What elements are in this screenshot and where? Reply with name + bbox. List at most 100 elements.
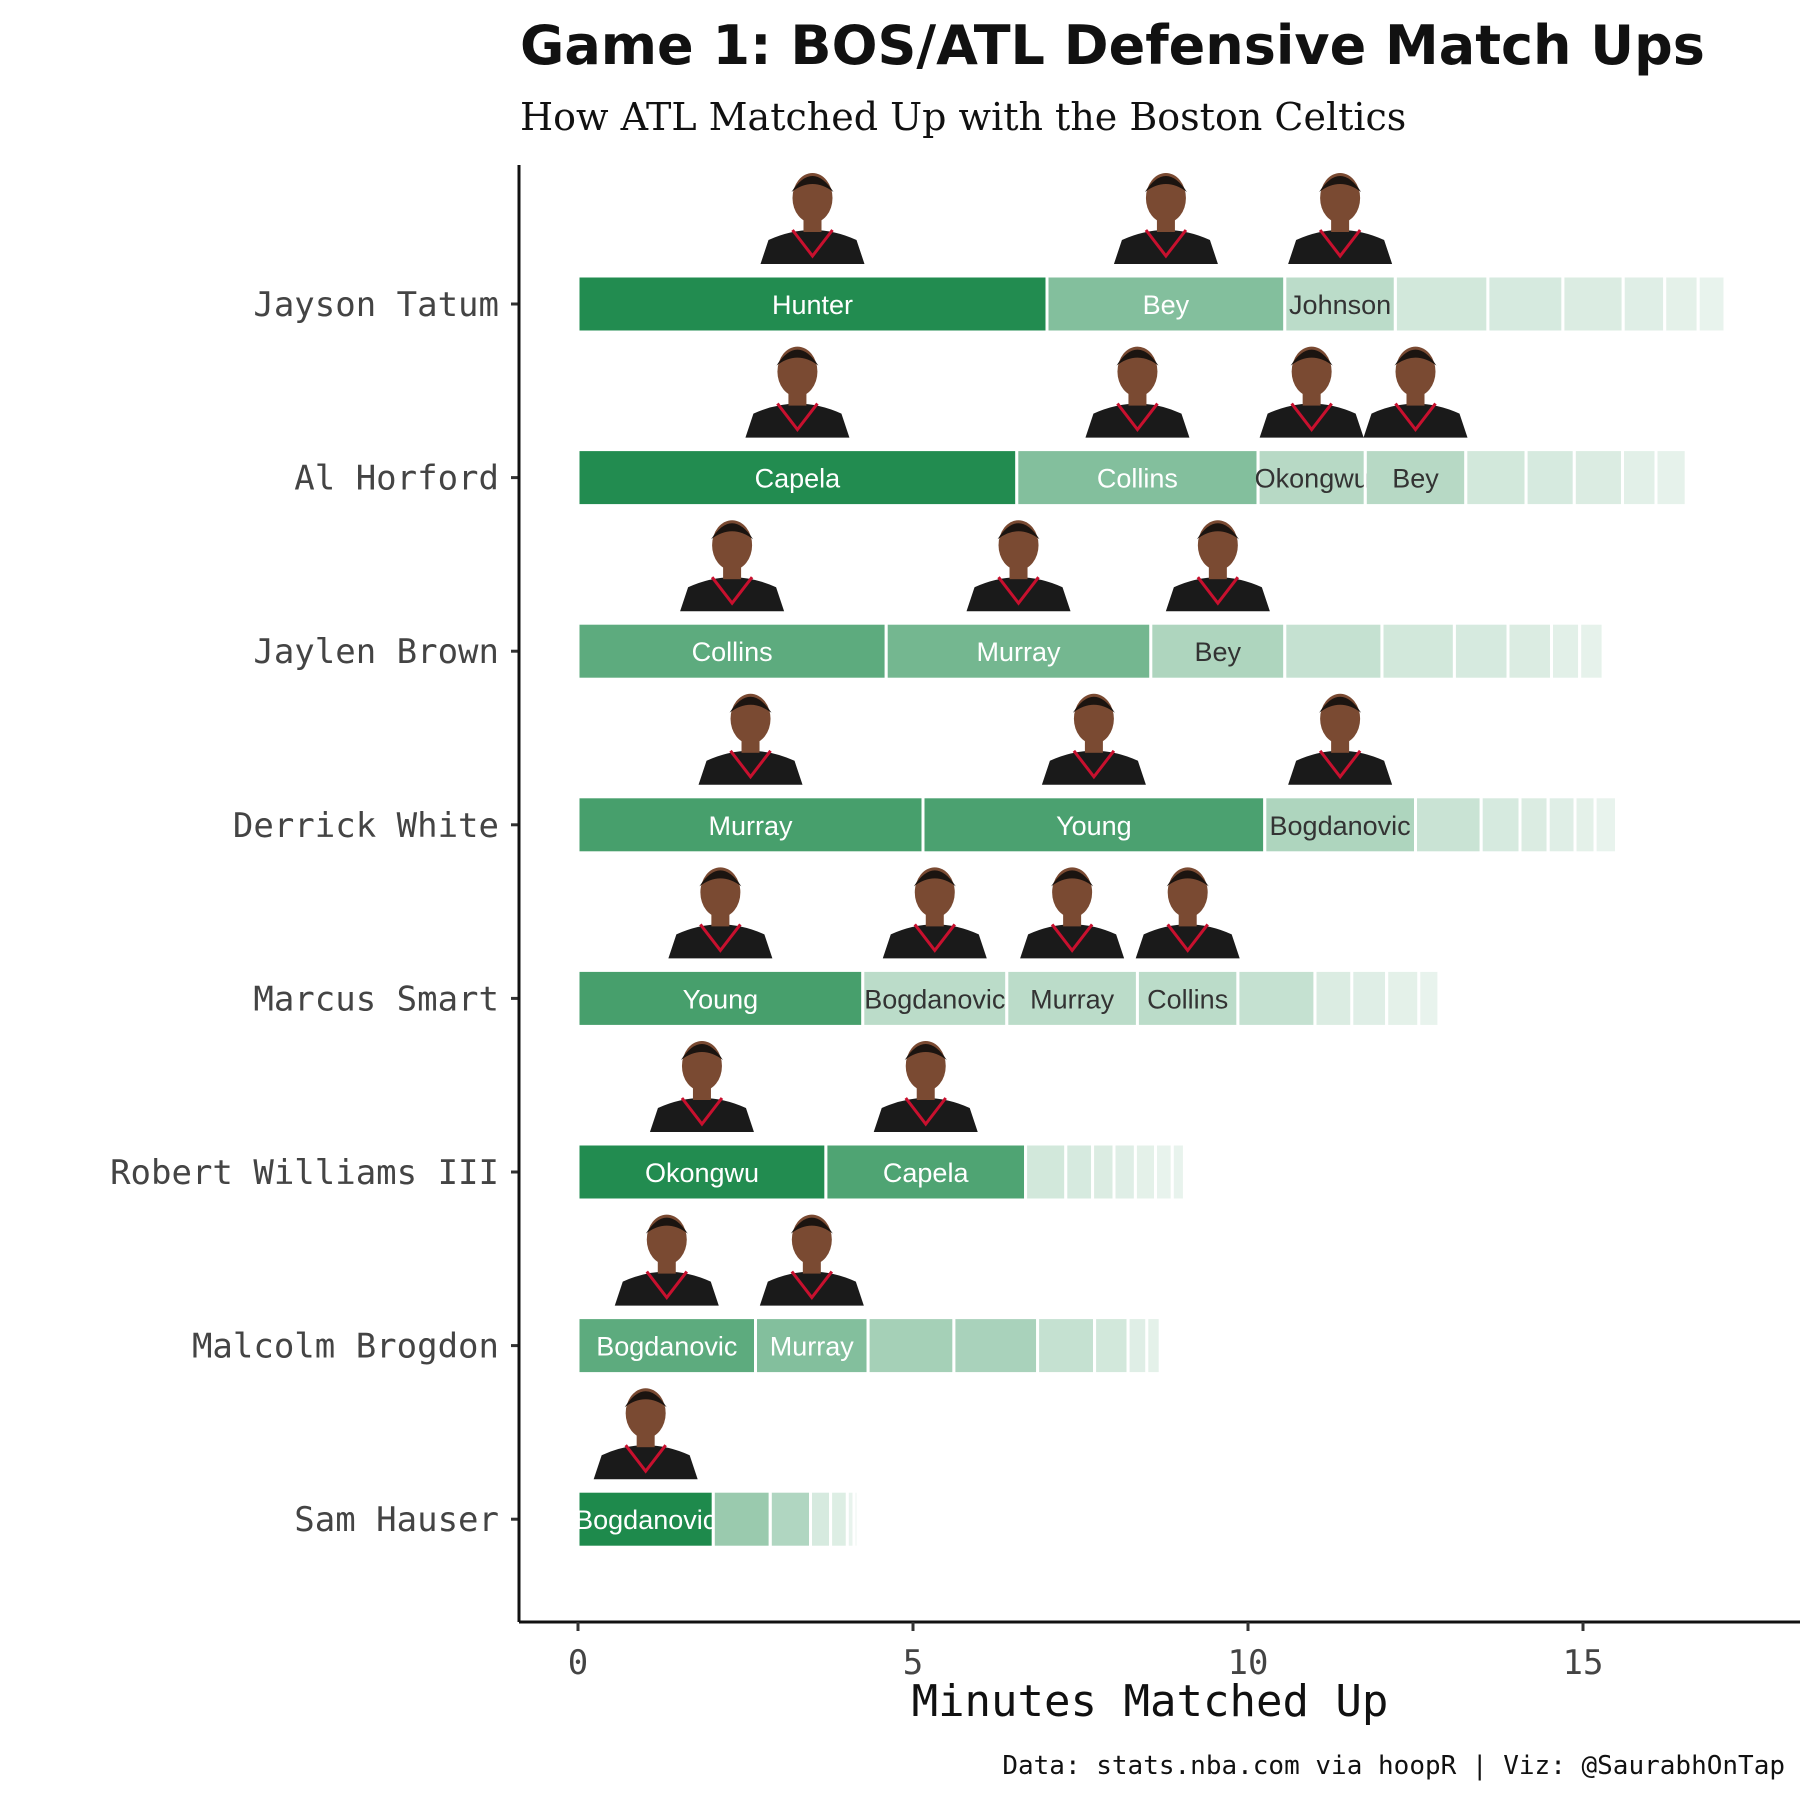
bar-segment-jaylen-brown-murray (884, 621, 1153, 681)
headshot-jayson-tatum-hunter (760, 173, 865, 264)
jersey-shape (873, 1098, 978, 1132)
segment-label-al-horford-capela: Capela (755, 464, 842, 494)
jersey-shape (614, 1271, 719, 1306)
jersey-shape (1363, 403, 1468, 438)
hair-shape (645, 1217, 688, 1234)
jersey-trim-shape (791, 229, 834, 259)
jersey-shape (1135, 924, 1240, 959)
y-label-malcolm-brogdon: Malcolm Brogdon (192, 1327, 499, 1367)
jersey-shape (1020, 924, 1125, 959)
jersey-trim-shape (1318, 229, 1362, 259)
bar-segment-marcus-smart-other-8 (1417, 968, 1441, 1028)
segment-label-malcolm-brogdon-murray: Murray (770, 1332, 855, 1362)
jersey-shape (698, 750, 803, 785)
hair-shape (729, 696, 772, 713)
headshot-marcus-smart-murray (1020, 867, 1125, 959)
headshot-jaylen-brown-collins (680, 520, 785, 612)
headshot-al-horford-bey (1363, 346, 1468, 438)
bar-row-jayson-tatum: Hunter Bey Johnson (576, 274, 1727, 334)
hair-shape (1051, 870, 1094, 887)
bar-segment-robert-williams-iii-other-3 (1064, 1142, 1095, 1202)
jersey-shape (649, 1098, 754, 1132)
jersey-trim-shape (680, 1097, 724, 1127)
jersey-shape (593, 1445, 698, 1480)
jersey-shape (1288, 750, 1393, 785)
bar-row-al-horford: Capela Collins Okongwu Bey (576, 448, 1688, 508)
segment-label-marcus-smart-young: Young (683, 984, 759, 1014)
bar-segment-al-horford-other-7 (1621, 448, 1658, 508)
chart-title: Game 1: BOS/ATL Defensive Match Ups (520, 14, 1705, 77)
segment-label-derrick-white-bogdanovic: Bogdanovic (1270, 811, 1411, 841)
jersey-trim-shape (997, 576, 1040, 606)
jersey-shape (1113, 230, 1218, 264)
hair-shape (1196, 523, 1239, 540)
hair-shape (1072, 696, 1115, 713)
bar-segment-malcolm-brogdon-other-2 (866, 1316, 956, 1376)
y-label-al-horford: Al Horford (294, 459, 499, 499)
bar-row-jaylen-brown: Collins Murray Bey (576, 621, 1605, 681)
hair-shape (997, 523, 1040, 540)
bar-segment-sam-hauser-other-1 (711, 1489, 772, 1549)
bar-segment-jayson-tatum-other-7 (1663, 274, 1700, 334)
bar-segment-sam-hauser-other-3 (809, 1489, 833, 1549)
bar-segment-marcus-smart-other-6 (1350, 968, 1389, 1028)
bar-segment-marcus-smart-other-7 (1385, 968, 1421, 1028)
y-label-robert-williams-iii: Robert Williams III (110, 1153, 499, 1193)
headshot-al-horford-collins (1085, 346, 1190, 438)
jersey-trim-shape (790, 1270, 834, 1301)
y-label-jayson-tatum: Jayson Tatum (253, 285, 499, 325)
jersey-shape (760, 230, 865, 264)
bar-row-robert-williams-iii: Okongwu Capela (576, 1142, 1186, 1202)
x-tick-label-0: 0 (568, 1643, 588, 1683)
headshot-derrick-white-young (1041, 693, 1146, 785)
headshot-al-horford-okongwu (1259, 346, 1364, 438)
hair-shape (790, 1217, 833, 1234)
photos-layer (593, 173, 1468, 1480)
segment-label-jaylen-brown-bey: Bey (1195, 637, 1242, 667)
headshot-marcus-smart-bogdanovic (882, 867, 987, 959)
y-label-derrick-white: Derrick White (233, 806, 499, 846)
bar-segment-jayson-tatum-johnson (1283, 274, 1397, 334)
jersey-shape (1259, 403, 1364, 438)
hair-shape (680, 1044, 723, 1060)
jersey-trim-shape (1318, 749, 1362, 780)
jersey-shape (882, 924, 987, 959)
segment-label-jayson-tatum-bey: Bey (1143, 290, 1190, 320)
bar-segment-malcolm-brogdon-murray (754, 1316, 870, 1376)
jersey-trim-shape (913, 923, 956, 953)
headshot-jayson-tatum-bey (1113, 173, 1218, 264)
headshot-malcolm-brogdon-bogdanovic (614, 1214, 719, 1306)
bar-segment-al-horford-other-8 (1654, 448, 1688, 508)
bar-segment-jayson-tatum-hunter (576, 274, 1049, 334)
bar-segment-al-horford-bey (1363, 448, 1468, 508)
bar-segment-derrick-white-other-8 (1593, 795, 1618, 855)
bar-segment-robert-williams-iii-other-2 (1024, 1142, 1068, 1202)
bar-segment-robert-williams-iii-other-5 (1112, 1142, 1137, 1202)
bar-segment-malcolm-brogdon-other-3 (952, 1316, 1040, 1376)
bar-segment-al-horford-other-4 (1464, 448, 1528, 508)
headshot-robert-williams-iii-capela (873, 1041, 978, 1132)
headshot-robert-williams-iii-okongwu (649, 1041, 754, 1132)
bar-segment-robert-williams-iii-other-4 (1091, 1142, 1116, 1202)
bar-segment-jayson-tatum-other-3 (1393, 274, 1490, 334)
jersey-shape (1288, 230, 1393, 264)
segment-label-jayson-tatum-johnson: Johnson (1289, 290, 1391, 320)
jersey-trim-shape (1290, 402, 1333, 433)
bar-segment-robert-williams-iii-other-6 (1133, 1142, 1158, 1202)
bar-segment-al-horford-other-5 (1524, 448, 1576, 508)
x-tick-label-5: 5 (903, 1643, 923, 1683)
chart-subtitle: How ATL Matched Up with the Boston Celti… (520, 95, 1406, 139)
hair-shape (1290, 349, 1333, 366)
hair-shape (791, 176, 834, 192)
headshot-marcus-smart-young (668, 867, 773, 959)
bar-segment-jaylen-brown-other-4 (1380, 621, 1456, 681)
x-tick-label-10: 10 (1228, 1643, 1269, 1683)
bar-segment-jaylen-brown-collins (576, 621, 888, 681)
segment-label-al-horford-collins: Collins (1097, 464, 1178, 494)
segment-label-robert-williams-iii-capela: Capela (883, 1158, 970, 1188)
jersey-trim-shape (624, 1444, 667, 1474)
bar-segment-al-horford-other-6 (1572, 448, 1625, 508)
jersey-shape (759, 1271, 864, 1306)
jersey-trim-shape (1072, 749, 1116, 780)
